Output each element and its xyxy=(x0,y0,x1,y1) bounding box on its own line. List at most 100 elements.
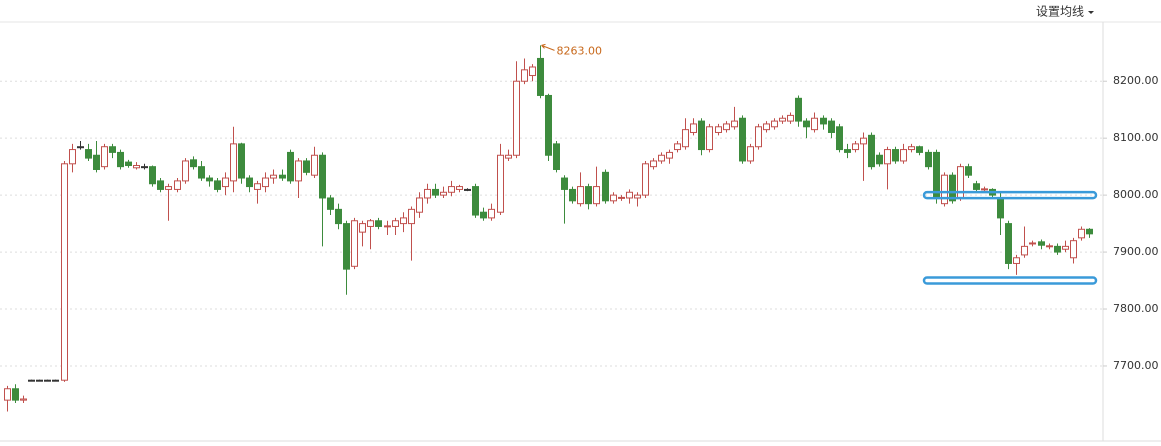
candle-body xyxy=(513,80,520,156)
candle-body xyxy=(1046,245,1053,248)
candle-body xyxy=(1005,223,1012,264)
candle-body xyxy=(254,183,261,190)
candle-body xyxy=(20,398,27,401)
candle-body xyxy=(820,117,827,125)
candle-body xyxy=(731,120,738,128)
candle-body xyxy=(270,174,277,179)
candle-body xyxy=(238,143,245,179)
candle-body xyxy=(569,188,576,202)
candle-body xyxy=(400,217,407,225)
candle-body xyxy=(916,146,923,153)
candle-body xyxy=(811,117,818,131)
candle-body xyxy=(133,165,140,169)
candle-body xyxy=(828,120,835,133)
candle-body xyxy=(981,188,988,191)
candle-body xyxy=(1086,228,1093,235)
candle-body xyxy=(432,188,439,196)
candle-body xyxy=(303,160,310,173)
candle-body xyxy=(949,174,956,202)
candle-body xyxy=(787,114,794,122)
candle-body xyxy=(85,149,92,159)
candle-body xyxy=(763,123,770,131)
candle-body xyxy=(1054,245,1061,253)
candle-body xyxy=(618,196,625,199)
candle-body xyxy=(367,220,374,227)
candle-body xyxy=(480,211,487,219)
candle-body xyxy=(739,117,746,162)
candle-body xyxy=(908,146,915,151)
candle-body xyxy=(327,197,334,210)
candle-body xyxy=(505,154,512,159)
candle-body xyxy=(1078,228,1085,239)
candle-body xyxy=(117,151,124,168)
candle-body xyxy=(900,149,907,162)
candle-body xyxy=(666,151,673,159)
candle-body xyxy=(335,208,342,225)
candle-body xyxy=(448,186,455,193)
candle-body xyxy=(755,126,762,148)
max-arrow xyxy=(541,43,555,51)
candle-body xyxy=(165,186,172,190)
y-tick-label: 8000.00 xyxy=(1113,188,1159,201)
candle-body xyxy=(1070,240,1077,259)
candle-body xyxy=(52,379,59,382)
candle-body xyxy=(844,149,851,153)
candle-body xyxy=(795,97,802,122)
candle-body xyxy=(198,166,205,179)
candle-body xyxy=(876,154,883,165)
candle-body xyxy=(715,126,722,133)
candle-body xyxy=(4,388,11,401)
candle-body xyxy=(610,194,617,202)
y-tick-label: 7700.00 xyxy=(1113,359,1159,372)
candle-body xyxy=(440,191,447,196)
y-tick-label: 8200.00 xyxy=(1113,74,1159,87)
candle-body xyxy=(246,177,253,188)
candle-body xyxy=(319,154,326,199)
candle-body xyxy=(593,186,600,205)
candle-body xyxy=(642,163,649,196)
y-tick-label: 8100.00 xyxy=(1113,131,1159,144)
level-line xyxy=(922,190,1098,200)
candle-body xyxy=(545,94,552,156)
candle-body xyxy=(424,188,431,199)
candle-body xyxy=(521,69,528,82)
candle-body xyxy=(488,208,495,219)
candle-body xyxy=(602,171,609,202)
candle-body xyxy=(674,143,681,151)
candle-body xyxy=(392,220,399,227)
y-tick-label: 7900.00 xyxy=(1113,245,1159,258)
candle-body xyxy=(343,223,350,270)
candle-body xyxy=(359,223,366,233)
candle-body xyxy=(182,160,189,182)
candle-body xyxy=(537,57,544,96)
candle-body xyxy=(1013,257,1020,264)
candle-body xyxy=(561,177,568,190)
candle-body xyxy=(634,194,641,199)
candle-body xyxy=(553,143,560,170)
button[interactable]: 设置均线 xyxy=(1036,5,1094,19)
candle-body xyxy=(125,161,132,167)
candle-body xyxy=(803,120,810,128)
candle-body xyxy=(779,117,786,122)
candle-body xyxy=(1038,241,1045,246)
candle-body xyxy=(836,126,843,151)
candle-body xyxy=(101,146,108,168)
button-label[interactable]: 设置均线 xyxy=(1036,5,1084,19)
candle-body xyxy=(868,134,875,168)
candle-body xyxy=(464,188,471,191)
candle-body xyxy=(690,123,697,133)
candle-body xyxy=(747,146,754,162)
candle-body xyxy=(650,160,657,168)
candle-body xyxy=(706,126,713,151)
candle-body xyxy=(941,174,948,205)
candle-body xyxy=(206,177,213,182)
candle-body xyxy=(860,137,867,145)
candle-body xyxy=(497,154,504,213)
candle-body xyxy=(973,183,980,190)
dropdown-arrow[interactable] xyxy=(1088,11,1094,14)
candle-body xyxy=(529,66,536,77)
candle-body xyxy=(723,123,730,131)
max-label: 8263.00 xyxy=(557,44,603,57)
candle-body xyxy=(174,180,181,190)
